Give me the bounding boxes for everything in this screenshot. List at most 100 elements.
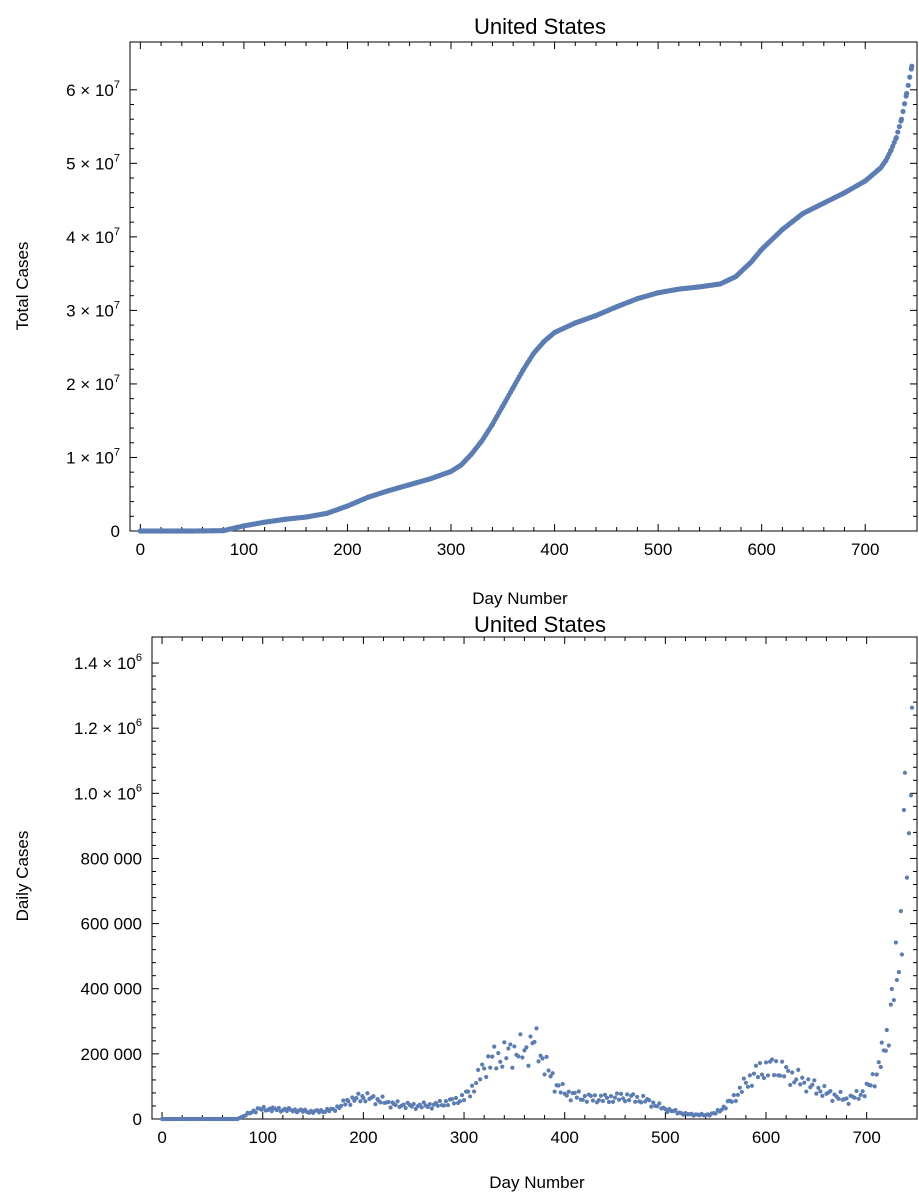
data-point: [618, 1091, 624, 1096]
data-point: [759, 1072, 765, 1077]
data-point: [872, 1084, 877, 1089]
data-point: [546, 1068, 551, 1073]
data-point: [610, 1099, 616, 1104]
data-point: [598, 1093, 604, 1098]
data-point: [889, 986, 894, 992]
data-point: [788, 1082, 793, 1088]
data-point: [354, 1096, 359, 1101]
data-point: [631, 1092, 636, 1097]
data-point: [651, 1100, 656, 1105]
data-point: [526, 1063, 531, 1068]
x-axis-label: Day Number: [472, 589, 568, 608]
data-point: [461, 1098, 467, 1103]
data-point: [528, 1034, 533, 1039]
data-point: [358, 1099, 363, 1104]
data-point: [558, 1090, 563, 1095]
x-tick-label: 100: [249, 1128, 277, 1147]
data-point: [886, 1043, 891, 1048]
data-point: [534, 1026, 539, 1031]
data-point: [482, 1066, 487, 1071]
data-point: [474, 1080, 479, 1086]
data-point: [600, 1098, 606, 1104]
data-point: [590, 1098, 595, 1103]
data-point: [901, 807, 907, 813]
data-point: [500, 1064, 505, 1069]
data-point: [566, 1089, 571, 1094]
data-point: [782, 1074, 787, 1079]
data-point: [582, 1093, 587, 1099]
data-point: [518, 1032, 523, 1037]
data-point: [649, 1104, 654, 1109]
data-point: [465, 1089, 471, 1094]
data-point: [580, 1097, 585, 1102]
data-point: [522, 1048, 527, 1053]
data-point: [673, 1107, 678, 1113]
data-point: [393, 1102, 398, 1108]
data-point: [386, 1099, 391, 1105]
data-point: [490, 1054, 495, 1059]
y-tick-label: 400 000: [81, 980, 142, 999]
data-point: [804, 1089, 809, 1094]
data-point: [403, 1105, 408, 1111]
data-point: [909, 63, 915, 69]
data-point: [790, 1070, 795, 1075]
data-point: [904, 875, 910, 880]
data-point: [884, 1027, 889, 1033]
data-point: [755, 1075, 761, 1080]
y-axis: 0 1 × 107 2 × 107 3 × 107 4 × 107 5 × 107 6 × …: [66, 79, 917, 541]
y-tick-label: 1 × 107: [66, 446, 120, 467]
x-tick-label: 500: [651, 1128, 679, 1147]
data-point: [421, 1100, 426, 1105]
data-point: [729, 1099, 734, 1104]
data-point: [604, 1095, 610, 1100]
data-point: [502, 1040, 507, 1045]
data-point: [771, 1073, 777, 1078]
data-point: [346, 1099, 351, 1104]
data-point: [908, 793, 914, 798]
total-cases-chart: United States 0 100 200 300 400 500 600 700 0 1 …: [13, 14, 918, 608]
data-point: [633, 1099, 638, 1104]
data-point: [544, 1054, 549, 1059]
data-point: [713, 1111, 718, 1116]
data-point: [751, 1071, 757, 1076]
data-point: [333, 1108, 338, 1113]
data-point: [253, 1110, 258, 1115]
x-tick-label: 600: [752, 1128, 780, 1147]
data-point: [856, 1096, 861, 1101]
data-point: [879, 1040, 884, 1045]
data-point: [492, 1044, 497, 1049]
y-tick-label: 5 × 107: [66, 152, 120, 173]
data-point: [639, 1100, 644, 1105]
data-point: [836, 1096, 841, 1101]
data-point: [261, 1104, 266, 1110]
data-point: [596, 1098, 602, 1103]
data-point: [476, 1067, 481, 1073]
data-point: [820, 1093, 825, 1098]
data-point: [893, 134, 899, 141]
x-tick-label: 100: [230, 540, 258, 559]
data-point: [540, 1056, 545, 1061]
y-tick-label: 4 × 107: [66, 226, 120, 247]
data-point: [796, 1067, 801, 1072]
data-points: [159, 705, 915, 1122]
data-point: [665, 1109, 670, 1115]
data-point: [552, 1089, 557, 1094]
y-tick-label: 1.2 × 106: [74, 717, 142, 738]
data-point: [655, 1104, 660, 1109]
data-point: [356, 1091, 361, 1096]
x-tick-label: 400: [540, 540, 568, 559]
x-tick-label: 300: [437, 540, 465, 559]
data-point: [365, 1091, 370, 1096]
x-tick-label: 500: [644, 540, 672, 559]
x-tick-label: 400: [551, 1128, 579, 1147]
data-point: [441, 1103, 447, 1108]
data-point: [625, 1092, 630, 1097]
data-point: [909, 705, 915, 710]
data-point: [899, 952, 905, 957]
data-point: [830, 1098, 835, 1103]
data-point: [733, 1098, 738, 1104]
data-point: [904, 90, 910, 97]
data-point: [657, 1101, 662, 1106]
data-point: [747, 1073, 753, 1078]
